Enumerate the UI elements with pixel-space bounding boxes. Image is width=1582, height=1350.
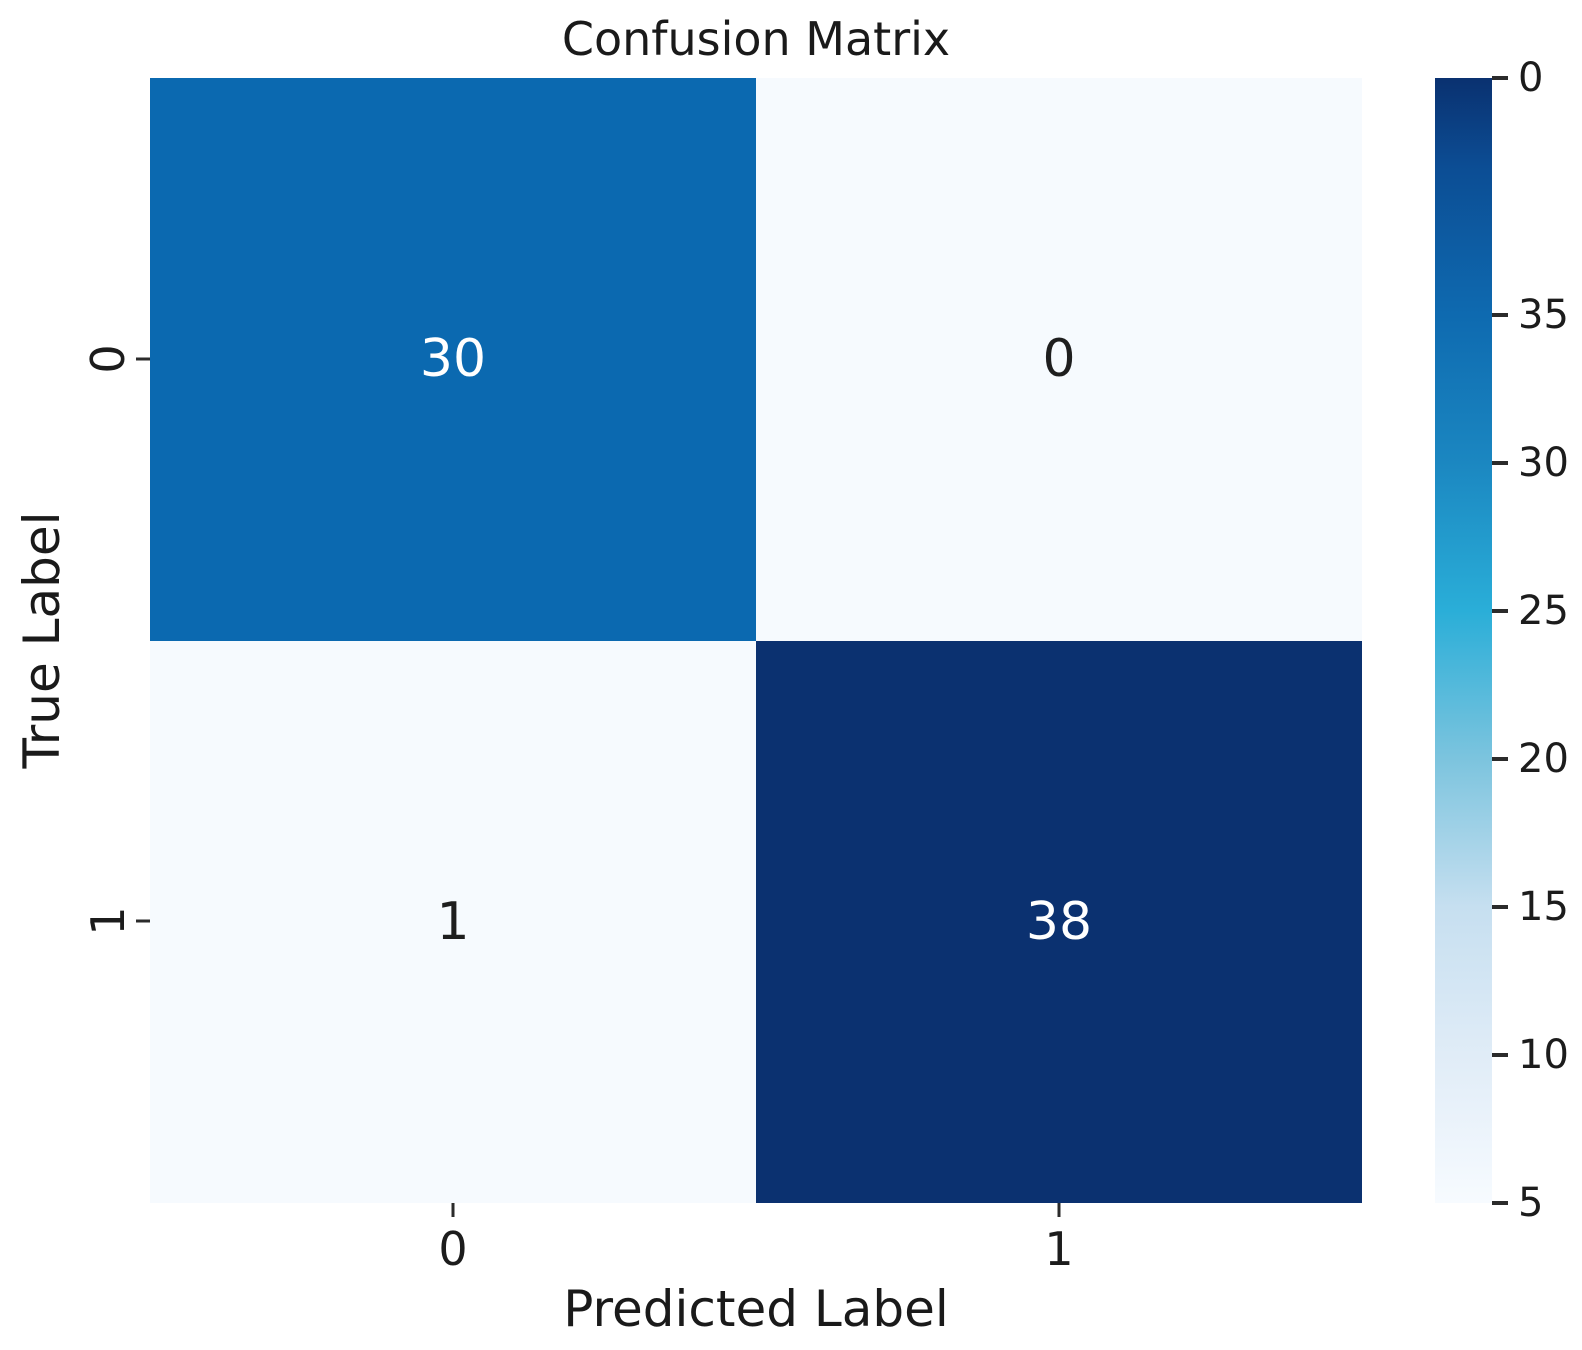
colorbar-tick-label: 30	[1518, 439, 1569, 486]
heatmap: 30 0 1 38	[150, 78, 1362, 1203]
y-tick-label-1: 1	[81, 906, 135, 936]
colorbar-gradient	[1435, 78, 1492, 1203]
colorbar-tick-mark	[1492, 608, 1508, 613]
x-tick-label-1: 1	[1044, 1222, 1074, 1276]
colorbar-tick-35: 35	[1492, 295, 1569, 335]
colorbar-tick-mark	[1492, 904, 1508, 909]
colorbar-tick-25: 25	[1492, 591, 1569, 631]
cell-value: 0	[1042, 329, 1076, 390]
colorbar-tick-20: 20	[1492, 739, 1569, 779]
colorbar-area: 35 30 25 20 15 10 5 0	[1435, 58, 1582, 1223]
colorbar-tick-label: 25	[1518, 587, 1569, 634]
colorbar-tick-mark	[1492, 312, 1508, 317]
cell-value: 38	[1025, 891, 1093, 952]
colorbar-tick-label: 20	[1518, 735, 1569, 782]
y-tick-mark-1	[136, 919, 150, 923]
colorbar-tick-mark	[1492, 1052, 1508, 1057]
colorbar-tick-label: 0	[1518, 55, 1544, 101]
colorbar-tick-30: 30	[1492, 443, 1569, 483]
colorbar-tick-label: 35	[1518, 291, 1569, 338]
chart-title: Confusion Matrix	[561, 12, 951, 66]
colorbar-tick-label: 15	[1518, 883, 1569, 930]
cell-value: 30	[419, 329, 487, 390]
y-axis-label: True Label	[13, 511, 71, 769]
colorbar-tick-5: 5	[1492, 1183, 1543, 1223]
x-tick-mark-0	[451, 1203, 455, 1217]
colorbar-tick-mark	[1492, 460, 1508, 465]
x-axis-label: Predicted Label	[563, 1280, 949, 1338]
matrix-cell-true1-pred0: 1	[150, 640, 756, 1203]
x-tick-mark-1	[1057, 1203, 1061, 1217]
colorbar-tick-15: 15	[1492, 887, 1569, 927]
colorbar-tick-10: 10	[1492, 1035, 1569, 1075]
x-tick-label-0: 0	[438, 1222, 468, 1276]
colorbar-tick-mark	[1492, 76, 1508, 80]
cell-value: 1	[436, 891, 470, 952]
matrix-cell-true1-pred1: 38	[756, 640, 1362, 1203]
y-tick-label-0: 0	[81, 344, 135, 374]
y-tick-mark-0	[136, 357, 150, 361]
matrix-cell-true0-pred1: 0	[756, 78, 1362, 641]
colorbar-tick-mark	[1492, 1201, 1508, 1205]
matrix-cell-true0-pred0: 30	[150, 78, 756, 641]
colorbar-tick-mark	[1492, 756, 1508, 761]
colorbar-tick-0: 0	[1492, 58, 1543, 98]
colorbar-tick-label: 5	[1518, 1180, 1544, 1226]
colorbar-tick-label: 10	[1518, 1031, 1569, 1078]
